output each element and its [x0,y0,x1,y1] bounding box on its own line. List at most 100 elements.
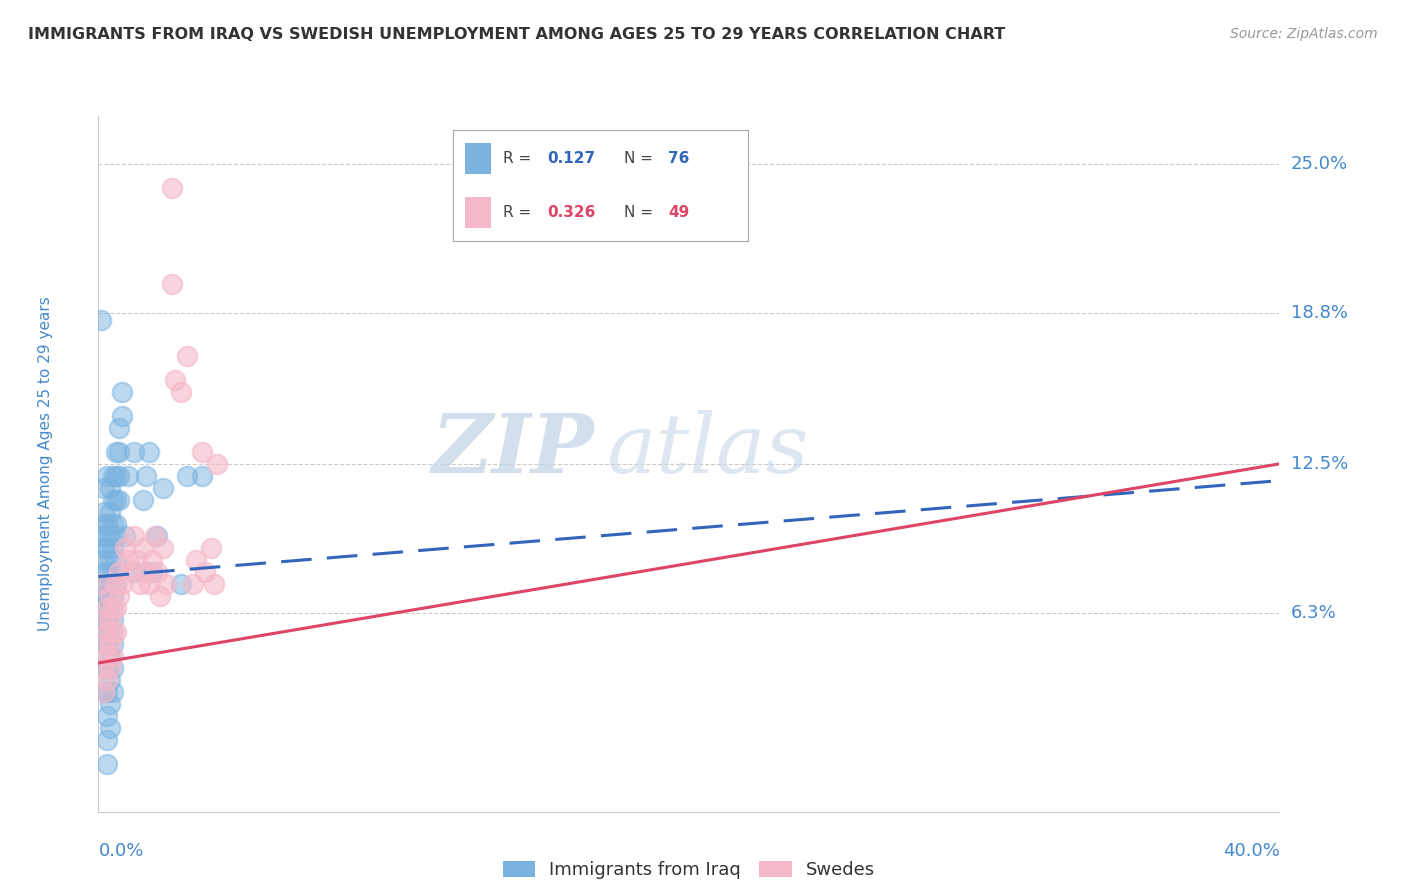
Point [103,468,125,483]
Point [105,516,128,531]
Point [105,576,128,591]
Point [146,529,169,543]
Point [122,529,145,543]
Point [98,624,121,639]
Text: 6.3%: 6.3% [1291,604,1336,622]
Point [103,661,125,675]
Point [108,492,131,507]
Point [202,576,225,591]
Point [98,505,121,519]
Point [138,576,160,591]
Point [93,613,115,627]
Point [146,565,169,579]
Point [111,409,134,423]
Point [108,468,131,483]
Point [170,576,193,591]
Text: Source: ZipAtlas.com: Source: ZipAtlas.com [1230,27,1378,41]
Point [162,181,183,195]
Point [96,637,118,651]
Point [141,553,163,567]
Point [93,613,115,627]
Point [103,648,125,663]
Point [152,541,174,555]
Point [90,313,112,327]
Point [98,637,121,651]
Text: 25.0%: 25.0% [1291,155,1348,173]
Point [93,565,115,579]
Point [96,600,118,615]
Text: 12.5%: 12.5% [1291,455,1348,473]
Point [98,697,121,711]
Point [128,576,150,591]
Point [152,481,174,495]
Point [93,637,115,651]
Point [181,576,204,591]
Point [105,553,128,567]
Point [108,565,131,579]
Point [96,624,118,639]
Point [103,600,125,615]
Point [96,685,118,699]
Point [155,576,177,591]
Point [103,624,125,639]
Text: atlas: atlas [606,410,808,490]
Point [93,516,115,531]
Point [98,589,121,603]
Point [93,576,115,591]
Point [93,685,115,699]
Point [176,349,198,363]
Point [103,613,125,627]
Point [96,589,118,603]
Text: Unemployment Among Ages 25 to 29 years: Unemployment Among Ages 25 to 29 years [38,296,53,632]
Text: IMMIGRANTS FROM IRAQ VS SWEDISH UNEMPLOYMENT AMONG AGES 25 TO 29 YEARS CORRELATI: IMMIGRANTS FROM IRAQ VS SWEDISH UNEMPLOY… [28,27,1005,42]
Point [135,565,157,579]
Point [122,565,145,579]
Point [105,492,128,507]
Point [96,541,118,555]
Point [93,505,115,519]
Point [191,445,214,459]
Point [105,529,128,543]
Point [125,553,148,567]
Point [98,481,121,495]
Point [96,648,118,663]
Point [90,529,112,543]
Point [96,732,118,747]
Point [162,277,183,291]
Point [93,589,115,603]
Point [184,553,207,567]
Point [96,756,118,771]
Point [98,661,121,675]
Point [111,576,134,591]
Text: 0.0%: 0.0% [98,842,143,860]
Point [93,685,115,699]
Point [176,468,198,483]
Point [117,553,139,567]
Point [117,468,139,483]
Point [98,648,121,663]
Point [132,492,155,507]
Point [103,516,125,531]
Point [103,685,125,699]
Point [98,576,121,591]
Point [93,553,115,567]
Point [96,468,118,483]
Point [90,576,112,591]
Point [93,661,115,675]
Point [135,468,157,483]
Legend: Immigrants from Iraq, Swedes: Immigrants from Iraq, Swedes [495,854,883,886]
Point [98,600,121,615]
Point [93,529,115,543]
Point [205,457,228,471]
Point [96,613,118,627]
Point [96,516,118,531]
Point [108,589,131,603]
Point [98,721,121,735]
Point [170,384,193,399]
Point [103,492,125,507]
Point [149,589,172,603]
Point [114,541,136,555]
Text: 18.8%: 18.8% [1291,303,1347,322]
Point [93,541,115,555]
Point [98,613,121,627]
